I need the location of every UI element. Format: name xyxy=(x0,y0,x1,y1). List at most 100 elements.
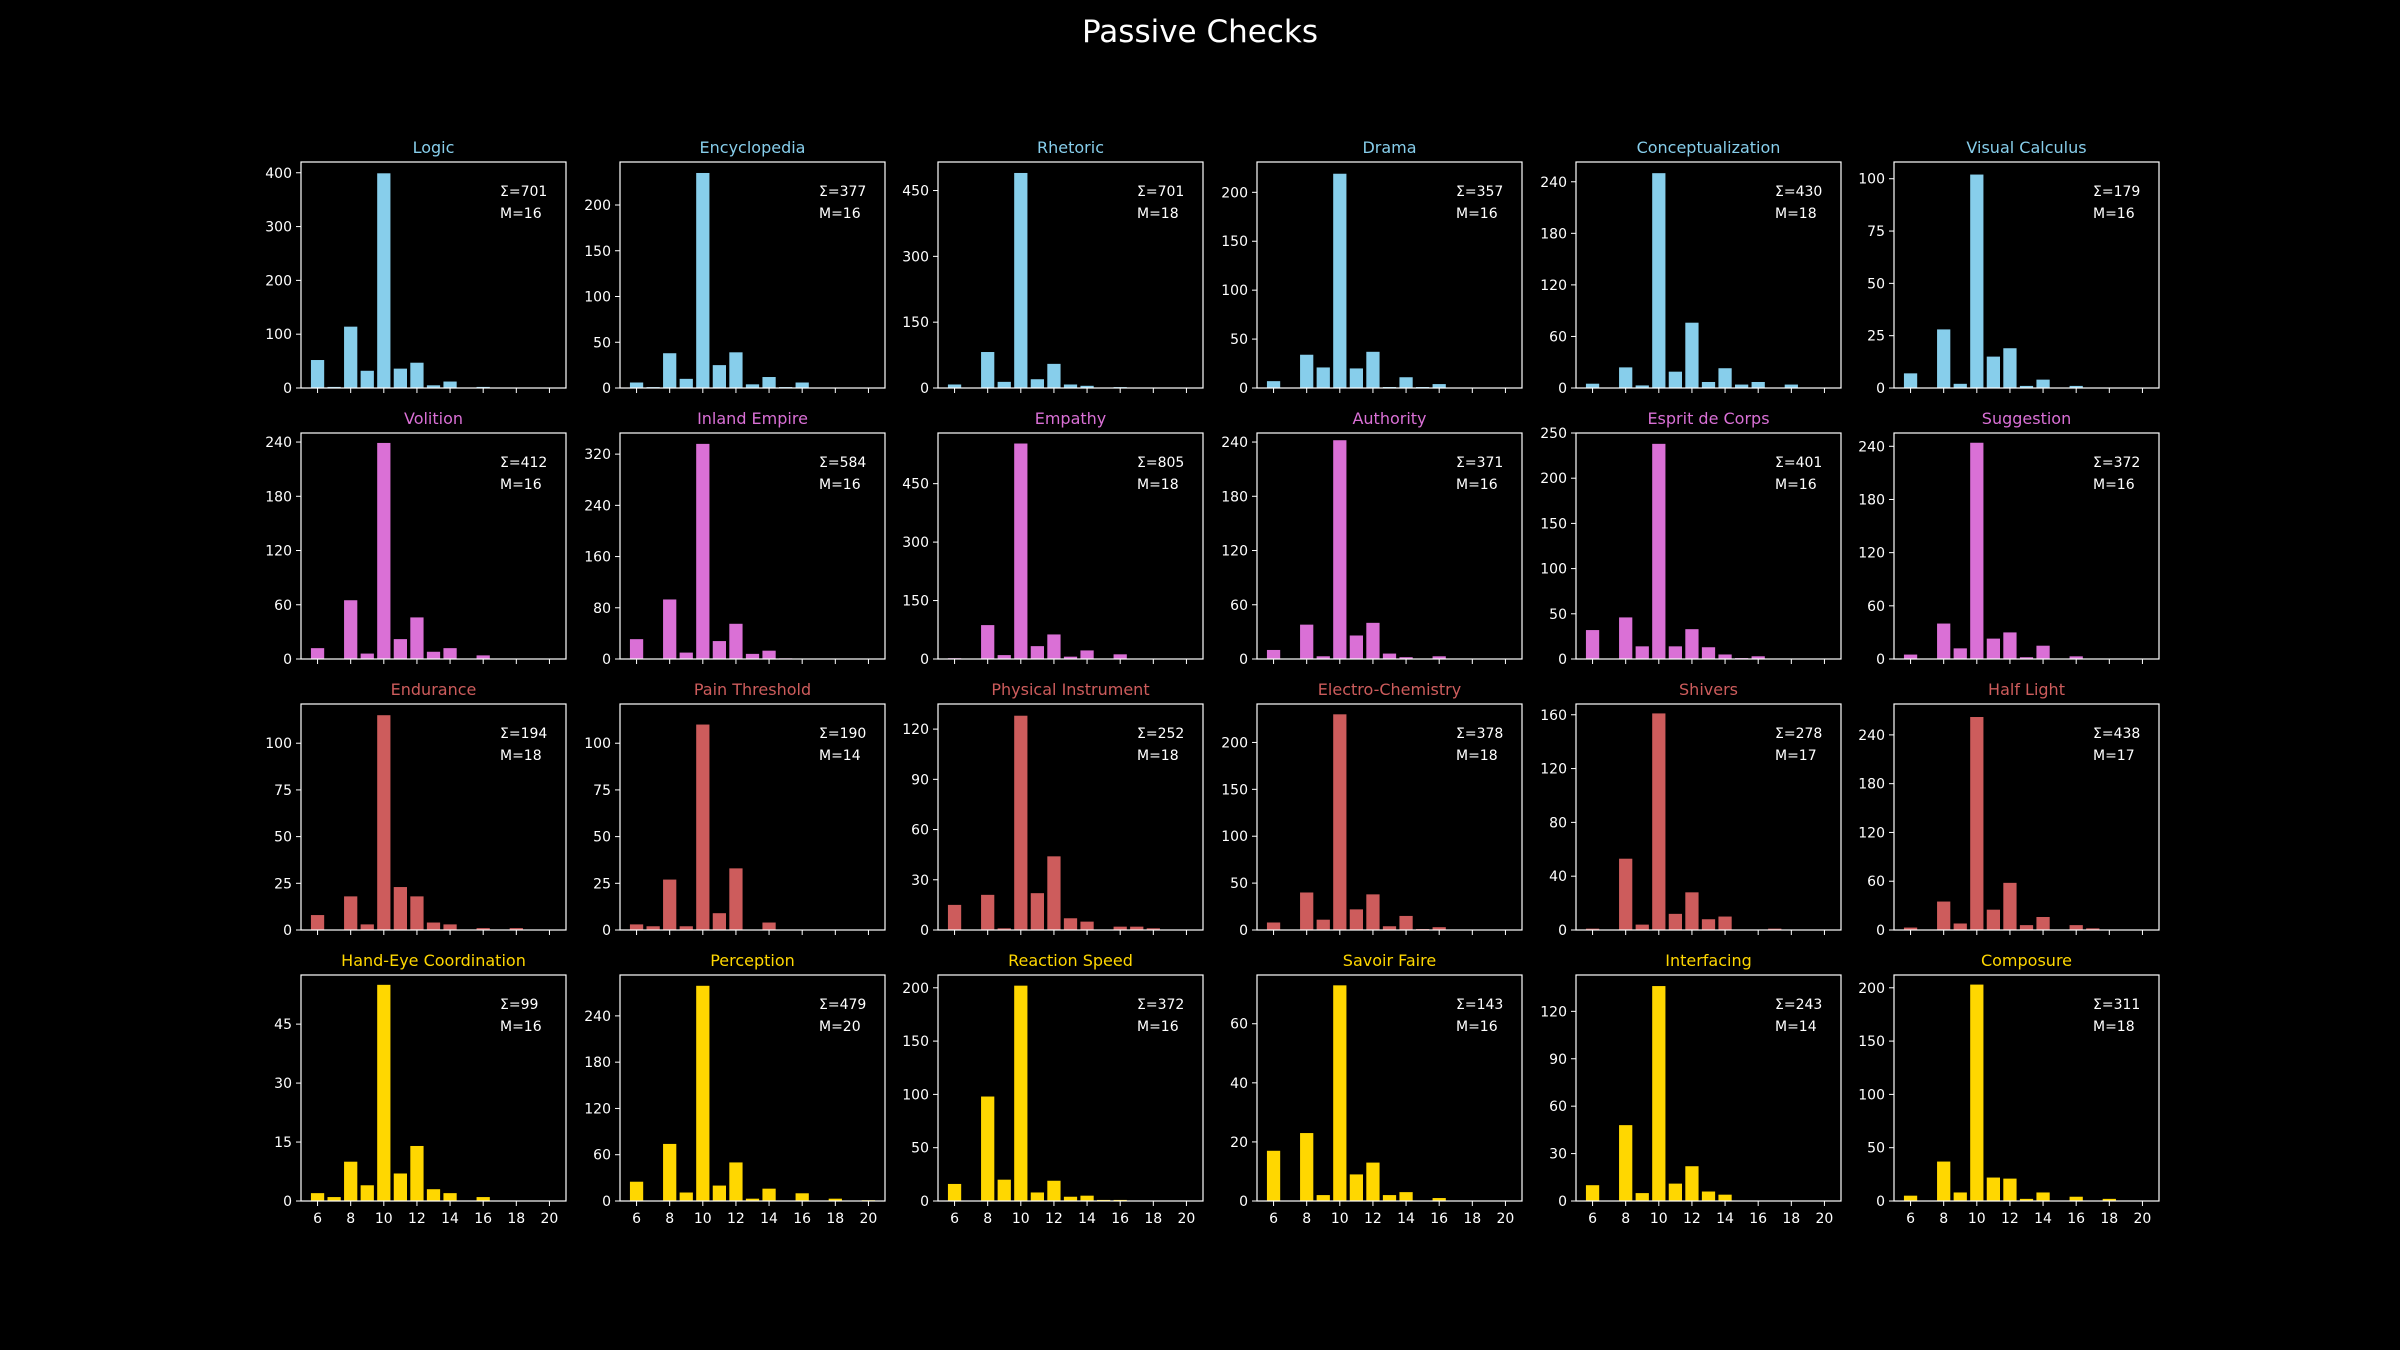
bar xyxy=(997,928,1011,930)
y-tick-label: 30 xyxy=(911,873,929,889)
bar xyxy=(1970,174,1984,388)
y-tick-label: 160 xyxy=(1540,708,1567,724)
bar xyxy=(2019,1198,2034,1201)
bar xyxy=(1635,1193,1649,1201)
y-tick-label: 120 xyxy=(1540,278,1567,294)
y-tick-label: 50 xyxy=(911,1141,929,1157)
max-annotation: M=16 xyxy=(500,1019,542,1035)
bar xyxy=(1266,649,1281,659)
bar xyxy=(1382,653,1397,659)
bar xyxy=(1619,367,1633,388)
bar xyxy=(1266,381,1281,388)
y-tick-label: 0 xyxy=(602,923,611,939)
bar xyxy=(696,724,710,930)
sum-annotation: Σ=311 xyxy=(2093,997,2140,1013)
bar xyxy=(679,926,693,930)
axes-frame xyxy=(1893,974,2160,1202)
y-tick-label: 180 xyxy=(1540,226,1567,242)
sum-annotation: Σ=479 xyxy=(819,997,866,1013)
bar xyxy=(1349,635,1363,659)
x-tick-label: 18 xyxy=(1782,1211,1800,1227)
bar xyxy=(1300,1133,1314,1201)
subplot-title: Reaction Speed xyxy=(1008,951,1133,970)
y-tick-label: 0 xyxy=(1876,923,1885,939)
y-tick-label: 200 xyxy=(902,981,929,997)
bar xyxy=(1432,927,1446,930)
y-tick-label: 75 xyxy=(274,783,292,799)
y-tick-label: 120 xyxy=(265,544,292,560)
y-tick-label: 100 xyxy=(902,1087,929,1103)
bar xyxy=(679,1192,693,1201)
axes-frame xyxy=(619,703,886,931)
y-tick-label: 40 xyxy=(1549,869,1567,885)
sum-annotation: Σ=412 xyxy=(500,455,547,471)
bar xyxy=(1585,383,1600,388)
bar xyxy=(712,1185,726,1201)
x-tick-label: 14 xyxy=(1716,1211,1734,1227)
bar xyxy=(795,1193,809,1201)
bar xyxy=(310,360,325,388)
y-tick-label: 0 xyxy=(920,923,929,939)
bar xyxy=(1701,381,1716,388)
bar xyxy=(947,384,962,388)
y-tick-label: 120 xyxy=(902,722,929,738)
axes-frame xyxy=(937,703,1204,931)
subplot-encyclopedia: Encyclopedia 0 50 100 150 200 Σ=377 M=16 xyxy=(584,138,886,397)
bar xyxy=(1768,928,1782,930)
axes-frame xyxy=(1256,161,1523,389)
bar xyxy=(729,623,743,659)
axes-frame xyxy=(1256,432,1523,660)
y-tick-label: 0 xyxy=(1876,652,1885,668)
y-tick-label: 120 xyxy=(1540,1004,1567,1020)
y-tick-label: 100 xyxy=(1858,1087,1885,1103)
y-tick-label: 200 xyxy=(1858,981,1885,997)
x-tick-label: 6 xyxy=(313,1211,322,1227)
y-tick-label: 15 xyxy=(274,1135,292,1151)
subplot-pain-threshold: Pain Threshold 0 25 50 75 100 Σ=190 M=14 xyxy=(584,680,886,939)
y-tick-label: 300 xyxy=(265,220,292,236)
y-tick-label: 0 xyxy=(602,381,611,397)
y-tick-label: 100 xyxy=(584,736,611,752)
bar xyxy=(729,868,743,930)
bar xyxy=(795,382,809,388)
bar xyxy=(1399,377,1413,388)
bar xyxy=(1685,892,1699,930)
y-tick-label: 60 xyxy=(1549,1099,1567,1115)
y-tick-label: 0 xyxy=(1239,923,1248,939)
x-tick-label: 6 xyxy=(950,1211,959,1227)
sum-annotation: Σ=243 xyxy=(1775,997,1822,1013)
x-tick-label: 6 xyxy=(1269,1211,1278,1227)
subplot-title: Conceptualization xyxy=(1637,138,1781,157)
bar xyxy=(393,368,407,388)
subplot-empathy: Empathy 0 150 300 450 Σ=805 M=18 xyxy=(902,409,1204,668)
bar xyxy=(443,1193,457,1201)
x-tick-label: 14 xyxy=(2034,1211,2052,1227)
y-tick-label: 50 xyxy=(593,830,611,846)
y-tick-label: 160 xyxy=(584,550,611,566)
y-tick-label: 75 xyxy=(1867,224,1885,240)
y-tick-label: 180 xyxy=(1858,492,1885,508)
subplot-title: Drama xyxy=(1362,138,1416,157)
bar xyxy=(344,1161,358,1201)
x-tick-label: 18 xyxy=(826,1211,844,1227)
subplot-volition: Volition 0 60 120 180 240 Σ=412 M=16 xyxy=(265,409,567,668)
x-tick-label: 16 xyxy=(1430,1211,1448,1227)
x-tick-label: 16 xyxy=(793,1211,811,1227)
axes-frame xyxy=(619,432,886,660)
bar xyxy=(1937,623,1951,659)
bar xyxy=(629,924,644,930)
max-annotation: M=16 xyxy=(1456,206,1498,222)
bar xyxy=(1113,654,1127,659)
max-annotation: M=20 xyxy=(819,1019,861,1035)
max-annotation: M=16 xyxy=(819,477,861,493)
y-tick-label: 320 xyxy=(584,447,611,463)
bar xyxy=(1333,173,1347,388)
y-tick-label: 240 xyxy=(1858,728,1885,744)
y-tick-label: 50 xyxy=(1867,276,1885,292)
bar xyxy=(2003,1178,2017,1201)
sum-annotation: Σ=701 xyxy=(500,184,547,200)
axes-frame xyxy=(1575,161,1842,389)
bar xyxy=(663,1143,677,1201)
bar xyxy=(1266,922,1281,930)
axes-frame xyxy=(937,432,1204,660)
